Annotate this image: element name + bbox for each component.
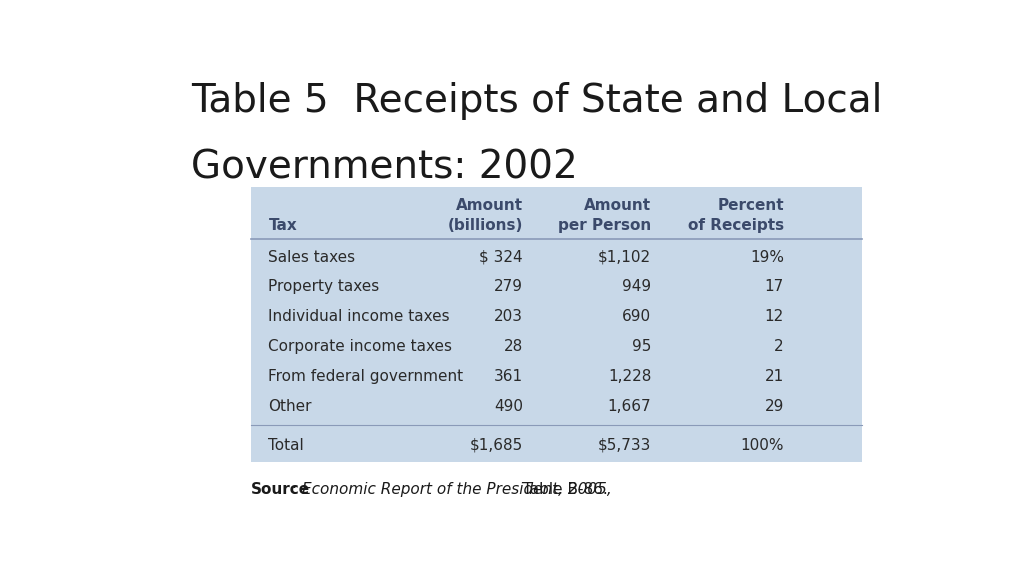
Text: 28: 28: [504, 339, 523, 354]
Text: 100%: 100%: [740, 438, 783, 453]
Text: 29: 29: [765, 399, 783, 414]
Text: 949: 949: [623, 279, 651, 294]
Text: 95: 95: [632, 339, 651, 354]
Text: From federal government: From federal government: [268, 369, 464, 384]
Text: $5,733: $5,733: [598, 438, 651, 453]
Text: 690: 690: [623, 309, 651, 324]
Text: Individual income taxes: Individual income taxes: [268, 309, 451, 324]
Text: 19%: 19%: [750, 249, 783, 264]
Text: 2: 2: [774, 339, 783, 354]
Text: Total: Total: [268, 438, 304, 453]
Text: Amount: Amount: [456, 198, 523, 213]
Text: Property taxes: Property taxes: [268, 279, 380, 294]
Text: $1,102: $1,102: [598, 249, 651, 264]
Text: Governments: 2002: Governments: 2002: [191, 149, 579, 187]
Text: Percent: Percent: [717, 198, 783, 213]
Text: 279: 279: [494, 279, 523, 294]
Text: 1,228: 1,228: [608, 369, 651, 384]
Text: (billions): (billions): [447, 218, 523, 233]
Text: Corporate income taxes: Corporate income taxes: [268, 339, 453, 354]
Text: :: :: [292, 483, 302, 498]
Text: 1,667: 1,667: [607, 399, 651, 414]
Text: of Receipts: of Receipts: [688, 218, 783, 233]
Text: Table B-86.: Table B-86.: [518, 483, 607, 498]
Text: Sales taxes: Sales taxes: [268, 249, 355, 264]
Text: $ 324: $ 324: [479, 249, 523, 264]
Text: Amount: Amount: [584, 198, 651, 213]
Text: Table 5  Receipts of State and Local: Table 5 Receipts of State and Local: [191, 82, 883, 120]
Text: 203: 203: [494, 309, 523, 324]
Text: 490: 490: [494, 399, 523, 414]
Text: Other: Other: [268, 399, 312, 414]
Text: $1,685: $1,685: [470, 438, 523, 453]
Text: 21: 21: [765, 369, 783, 384]
Text: per Person: per Person: [558, 218, 651, 233]
Text: 361: 361: [494, 369, 523, 384]
Text: 17: 17: [765, 279, 783, 294]
Text: Tax: Tax: [268, 218, 297, 233]
FancyBboxPatch shape: [251, 187, 862, 461]
Text: Source: Source: [251, 483, 310, 498]
Text: 12: 12: [765, 309, 783, 324]
Text: Economic Report of the President, 2005,: Economic Report of the President, 2005,: [302, 483, 611, 498]
